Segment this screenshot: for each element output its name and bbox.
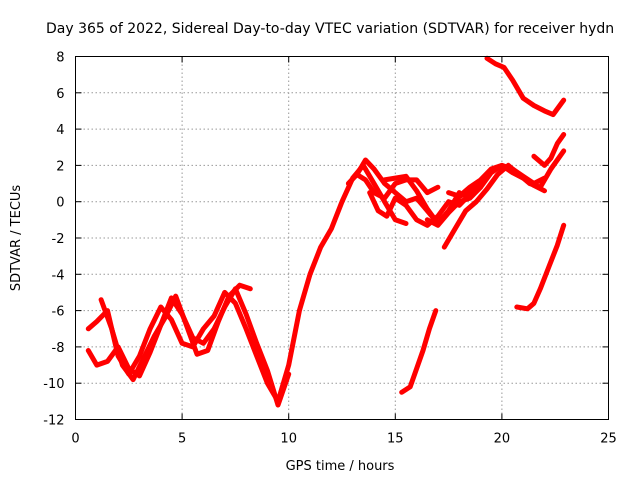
y-tick-label: -6: [52, 305, 65, 320]
y-tick-label: 8: [56, 51, 64, 66]
y-tick-label: -4: [52, 268, 65, 283]
x-tick-label: 25: [600, 432, 617, 447]
series-track-13: [514, 222, 567, 312]
y-tick-label: 0: [56, 196, 64, 211]
y-axis-label: SDTVAR / TECUs: [9, 185, 24, 292]
series-track-12: [484, 55, 567, 118]
series-track-10: [441, 148, 567, 250]
x-tick-label: 15: [387, 432, 404, 447]
y-tick-label: -8: [52, 341, 65, 356]
x-tick-label: 5: [178, 432, 186, 447]
y-tick-label: -2: [52, 232, 65, 247]
data-series: [85, 55, 567, 408]
series-track-3: [98, 282, 253, 383]
series-track-1: [85, 162, 409, 404]
series-track-11: [531, 132, 567, 168]
y-tick-label: 2: [56, 159, 64, 174]
y-tick-label: 4: [56, 123, 64, 138]
series-track-14: [399, 308, 439, 395]
x-axis-label: GPS time / hours: [286, 459, 395, 474]
x-tick-label: 10: [280, 432, 297, 447]
y-tick-label: 6: [56, 87, 64, 102]
axis-ticks: 0 5 10 15 20 25 -12 -10 -8 -6 -4 -2 0 2 4 6 8: [43, 51, 617, 447]
x-tick-label: 0: [71, 432, 79, 447]
y-tick-label: -10: [43, 377, 64, 392]
grid-lines: [75, 56, 609, 420]
x-tick-label: 20: [494, 432, 511, 447]
chart-title: Day 365 of 2022, Sidereal Day-to-day VTE…: [46, 21, 614, 37]
y-tick-label: -12: [43, 414, 64, 429]
